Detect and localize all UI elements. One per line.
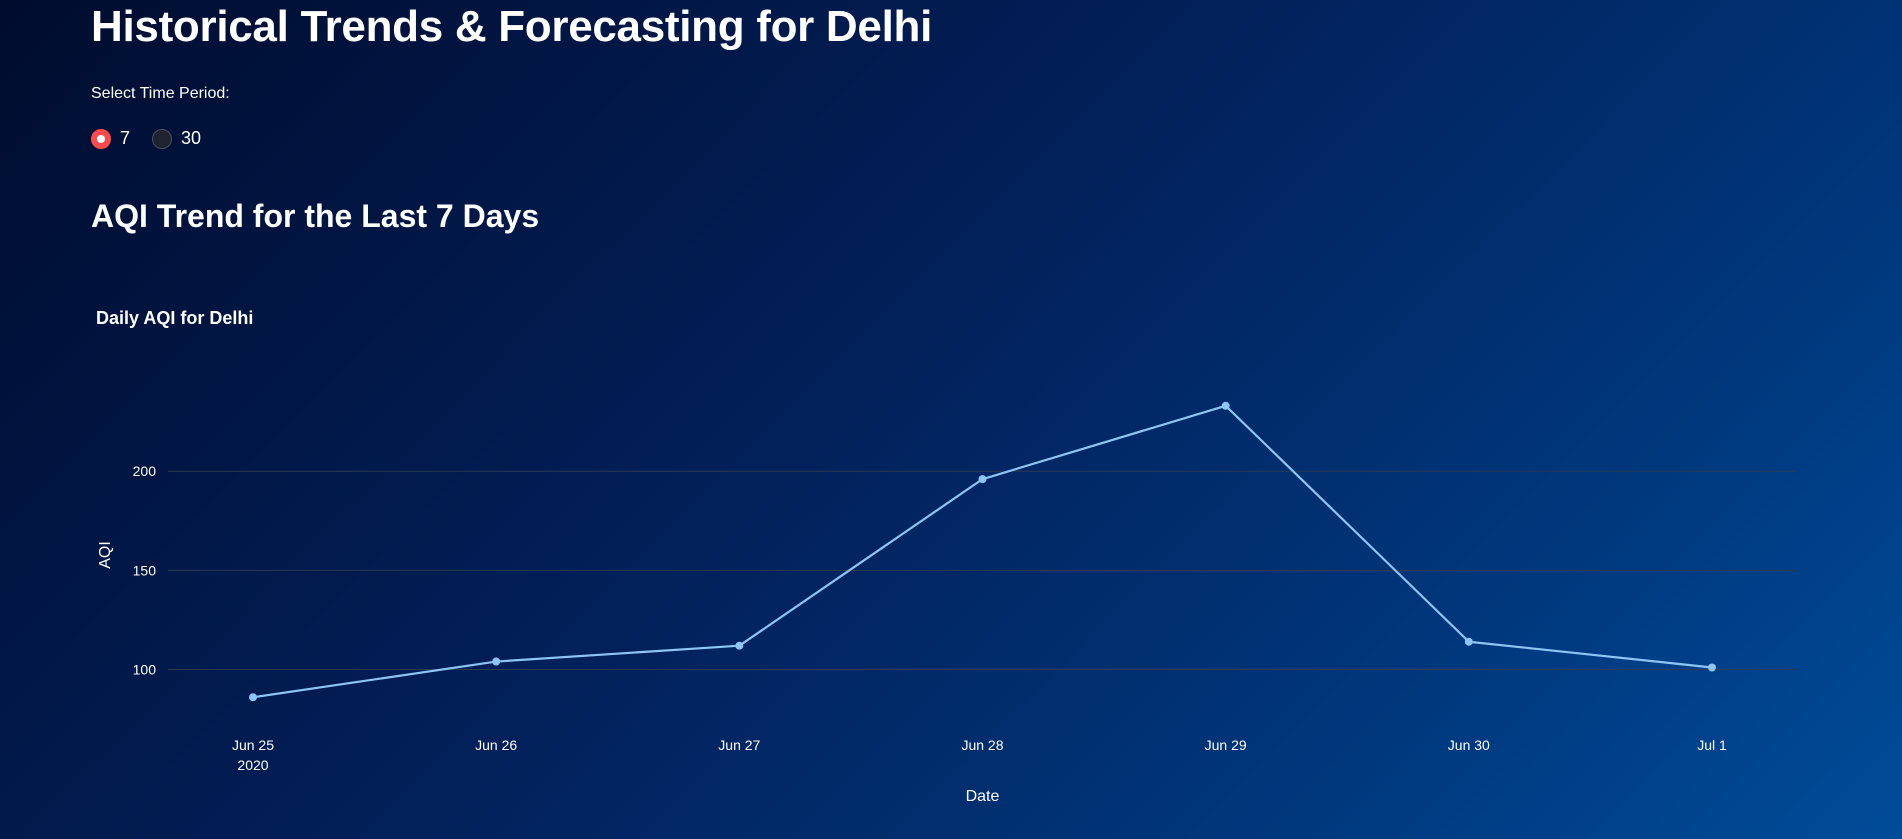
radio-unselected-icon[interactable] — [152, 128, 173, 149]
data-point — [1708, 663, 1716, 672]
x-tick-label: Jun 29 — [1205, 737, 1247, 753]
data-point — [735, 641, 744, 650]
radio-option-7[interactable]: 7 — [91, 128, 130, 149]
x-tick-label: Jun 27 — [718, 737, 760, 753]
data-point — [1464, 637, 1473, 646]
x-axis-label: Date — [966, 788, 1000, 805]
data-point — [249, 693, 257, 702]
radio-selected-icon[interactable] — [91, 128, 111, 149]
chart-title: Daily AQI for Delhi — [96, 308, 253, 328]
data-point — [1221, 401, 1230, 410]
x-tick-year-label: 2020 — [237, 757, 268, 773]
section-title: AQI Trend for the Last 7 Days — [91, 198, 540, 234]
radio-option-30[interactable]: 30 — [152, 128, 201, 149]
data-point — [978, 475, 987, 484]
data-point — [492, 657, 501, 666]
time-period-label: Select Time Period: — [91, 85, 230, 102]
x-tick-label: Jun 26 — [475, 737, 517, 753]
x-tick-label: Jun 28 — [961, 737, 1003, 753]
y-tick-label: 150 — [133, 562, 157, 578]
y-axis-label: AQI — [97, 541, 114, 569]
radio-option-label: 30 — [181, 128, 202, 148]
x-tick-label: Jul 1 — [1697, 737, 1727, 753]
page-title: Historical Trends & Forecasting for Delh… — [91, 2, 932, 51]
series-line — [252, 404, 1713, 699]
x-tick-label: Jun 25 — [232, 737, 274, 753]
y-tick-label: 100 — [133, 661, 157, 677]
y-tick-label: 200 — [133, 463, 157, 479]
x-tick-label: Jun 30 — [1448, 737, 1490, 753]
time-period-radio-group: 7 30 — [91, 128, 201, 149]
radio-option-label: 7 — [120, 128, 131, 148]
